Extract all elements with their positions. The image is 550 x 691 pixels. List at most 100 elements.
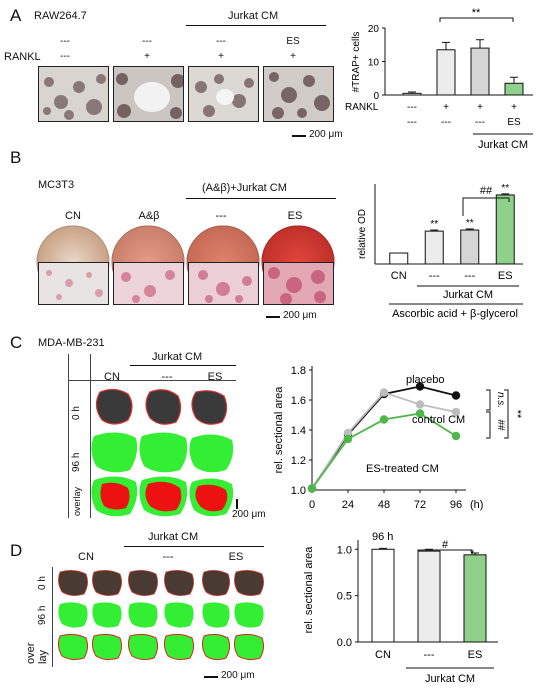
panel-d-col-cn: CN: [78, 551, 94, 563]
panel-b-group-line: [186, 198, 336, 199]
panel-b-chart-group: Jurkat CM: [443, 289, 493, 301]
panel-d-ylabel: rel. sectional area: [303, 546, 315, 634]
panel-c-cell-line: MDA-MB-231: [38, 337, 105, 349]
c-series-2-point-2: [379, 415, 389, 424]
panel-c-letter: C: [10, 333, 23, 352]
bar-2: [460, 229, 480, 265]
panel-a-group-line: [186, 25, 326, 26]
panel-c-ns: n.s.: [495, 392, 506, 408]
panel-c-stars: **: [511, 410, 523, 419]
c-series-1-point-2: [379, 388, 389, 397]
panel-d-row-divider: [52, 567, 53, 667]
c-xtick-label-3: 72: [414, 499, 426, 511]
bar-1: [436, 49, 456, 96]
panel-a-rank-4: +: [290, 51, 296, 62]
panel-b-col-es: ES: [287, 210, 303, 222]
panel-a-top-4: ES: [286, 36, 300, 47]
panel-a-bars: [402, 39, 524, 96]
panel-c-xunit: (h): [470, 499, 483, 511]
panel-a-ticks: 0 10 20: [368, 24, 385, 102]
c-ytick-label-0: 1.0: [291, 485, 306, 497]
panel-c-grid: [68, 354, 236, 518]
panel-c-col-ctrl: ---: [161, 371, 173, 383]
panel-c-yticks: 1.0 1.2 1.4 1.6 1.8: [291, 365, 312, 497]
c-ytick-label-2: 1.4: [291, 425, 306, 437]
panel-a-rank-2: +: [144, 51, 150, 62]
panel-c-row-overlay: overlay: [72, 486, 82, 516]
panel-d-col-es: ES: [228, 551, 244, 563]
c-xtick-label-1: 24: [342, 499, 354, 511]
d-ytick-label-1: 0.5: [337, 591, 352, 603]
bar-star-3: **: [501, 183, 509, 194]
d-xlabel-1: ---: [424, 649, 435, 661]
panel-a-micrograph-4: [263, 66, 334, 122]
spheroid-cn-96h: [91, 432, 138, 473]
panel-c-label-control: control CM: [412, 414, 465, 426]
panel-d-chart: rel. sectional area 96 h 0.0 0.5 1.0 # * C…: [303, 531, 498, 685]
panel-b-letter: B: [10, 148, 22, 167]
panel-a-ylabel: #TRAP+ cells: [351, 32, 362, 93]
spheroid-ctrl-0h: [145, 389, 182, 425]
panel-b-col-cn: CN: [65, 210, 81, 222]
panel-c-scale-bar: [236, 499, 238, 509]
a-es-3: ES: [507, 117, 521, 128]
bar-2: [463, 554, 487, 643]
c-ytick-label-4: 1.8: [291, 365, 306, 377]
bar-star-2: **: [466, 218, 474, 229]
bar-2: [470, 47, 490, 96]
panel-c-col-es: ES: [207, 371, 223, 383]
spheroid-es-0h: [191, 390, 228, 425]
a-ytick-label-2: 20: [368, 24, 380, 35]
panel-c-scale-label: 200 μm: [232, 509, 266, 520]
panel-b-hash: ##: [480, 185, 493, 197]
panel-b-chart: relative OD ** ** ** ## CN --- --- ES Jurkat …: [357, 183, 523, 320]
panel-a-cell-line: RAW264.7: [34, 10, 87, 22]
panel-a-micrograph-2: [113, 66, 184, 122]
panel-b-micrograph-1: [38, 262, 109, 305]
panel-b-group-label: (A&β)+Jurkat CM: [202, 182, 287, 194]
c-series-0-point-3: [415, 382, 425, 391]
bar-star-1: **: [430, 219, 438, 230]
bar-1: [424, 230, 444, 265]
panel-d-spheroids: [57, 570, 265, 661]
panel-b-col-ctrl: ---: [215, 210, 227, 222]
c-xtick-label-4: 96: [450, 499, 462, 511]
panel-c-hash: ##: [495, 419, 506, 431]
panel-c-bracket-1: [486, 389, 491, 411]
panel-c-bracket-3: [504, 389, 509, 439]
panel-d-yticks: 0.0 0.5 1.0: [337, 544, 358, 649]
panel-d-bars: [371, 547, 487, 643]
panel-c-group-line: [130, 365, 236, 366]
panel-a-top-2: ---: [142, 36, 152, 47]
panel-d-time: 96 h: [372, 531, 393, 543]
panel-a-top-3: ---: [216, 36, 226, 47]
bar-1: [417, 550, 441, 643]
bar-3: [504, 82, 524, 96]
bar-0: [371, 548, 395, 643]
panel-a-micrograph-1: [38, 66, 109, 122]
panel-c-ylabel: rel. sectional area: [273, 386, 285, 474]
panel-d-row-over: over: [25, 642, 37, 664]
d-xlabel-0: CN: [375, 649, 391, 661]
panel-b-treatment: Ascorbic acid + β-glycerol: [392, 308, 518, 320]
panel-c-xticks: 0 24 48 72 96: [309, 490, 462, 511]
a-rank-1: +: [443, 102, 449, 113]
panel-c-row-0h: 0 h: [71, 406, 82, 420]
panel-a-scale-label: 200 μm: [309, 129, 343, 140]
panel-c-spheroids: [91, 388, 234, 517]
panel-d-scale-bar: [204, 676, 218, 678]
panel-c-label-placebo: placebo: [406, 374, 445, 386]
a-ytick-label-0: 0: [373, 91, 379, 102]
panel-b-ylabel: relative OD: [357, 209, 368, 259]
panel-b-micrograph-2: [113, 262, 184, 305]
panel-a-rank-row: --- + + +: [407, 102, 517, 113]
a-es-2: ---: [475, 117, 485, 128]
panel-c-chart: rel. sectional area 1.0 1.2 1.4 1.6 1.8 0 24 4…: [273, 365, 523, 511]
spheroid-es-96h: [189, 434, 234, 473]
panel-b-bars: ** ** **: [389, 183, 515, 265]
panel-d-hash: #: [442, 539, 449, 551]
c-xtick-label-2: 48: [378, 499, 390, 511]
c-series-1-point-4: [451, 407, 461, 417]
bar-0: [389, 252, 409, 265]
